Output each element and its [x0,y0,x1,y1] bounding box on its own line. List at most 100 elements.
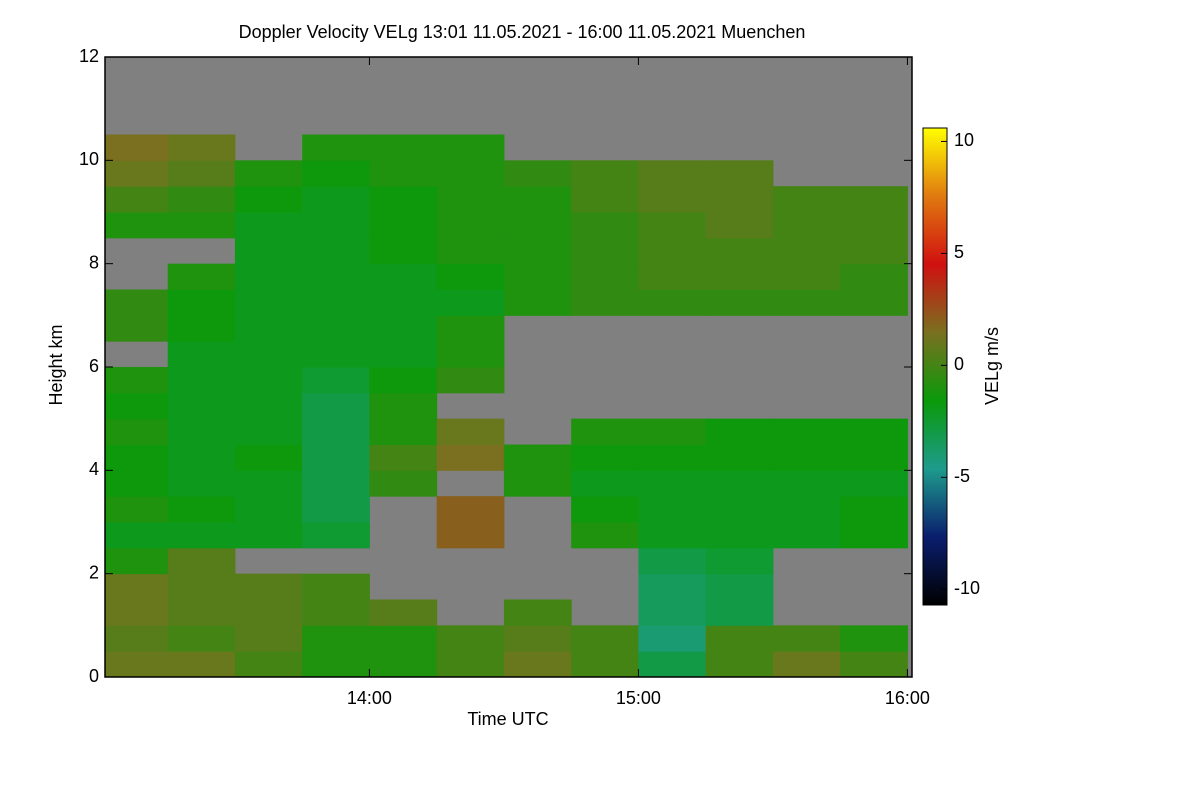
heatmap-cell [302,160,370,187]
heatmap-cell [503,444,572,471]
heatmap-cell [105,573,169,600]
heatmap-cell [840,522,908,549]
heatmap-cell [503,625,572,652]
heatmap-cell [369,599,438,626]
heatmap-cell [167,263,236,290]
heatmap-cell [571,418,639,445]
heatmap-cell [638,289,707,316]
heatmap-cell [840,625,908,652]
heatmap-cell [234,470,303,497]
heatmap-cell [105,315,169,342]
heatmap-cell [638,418,707,445]
heatmap-cell [436,341,505,368]
heatmap-cell [234,212,303,239]
heatmap-cell [772,444,841,471]
heatmap-cell [302,418,370,445]
heatmap-cell [571,186,639,213]
heatmap-cell [369,651,438,677]
heatmap-cell [840,186,908,213]
heatmap-cell [105,186,169,213]
heatmap-cell [840,289,908,316]
heatmap-cell [105,496,169,523]
heatmap-cell [503,237,572,265]
y-tick-label: 0 [89,666,99,686]
heatmap-cell [436,289,505,316]
heatmap-cell [436,522,505,549]
heatmap-cell [369,263,438,290]
heatmap-cell [436,315,505,342]
heatmap-cell [638,651,707,677]
heatmap-cell [234,315,303,342]
heatmap-cell [772,186,841,213]
heatmap-cell [302,522,370,549]
heatmap-cell [638,263,707,290]
heatmap-cell [369,289,438,316]
heatmap-cell [167,212,236,239]
heatmap-cell [369,160,438,187]
heatmap-cell [436,418,505,445]
heatmap-cell [167,444,236,471]
heatmap-cell [167,160,236,187]
heatmap-cell [705,186,774,213]
heatmap-cell [705,470,774,497]
y-tick-label: 6 [89,356,99,376]
heatmap-cell [234,599,303,626]
heatmap-cell [772,651,841,677]
heatmap-cell [302,289,370,316]
heatmap-cell [571,496,639,523]
heatmap-cell [503,651,572,677]
heatmap-cell [772,522,841,549]
heatmap-cell [302,625,370,652]
y-tick-label: 12 [79,46,99,66]
heatmap-cell [503,263,572,290]
heatmap-cell [167,625,236,652]
heatmap-cell [302,263,370,290]
heatmap-cell [234,367,303,394]
heatmap-cell [105,392,169,420]
heatmap-cell [167,186,236,213]
heatmap-cell [302,186,370,213]
heatmap-cell [436,263,505,290]
colorbar [922,127,948,606]
heatmap-cell [638,547,707,575]
heatmap-cell [234,444,303,471]
heatmap-cell [571,522,639,549]
heatmap-cell [638,186,707,213]
heatmap-cell [167,341,236,368]
heatmap-cell [302,599,370,626]
heatmap-cell [302,444,370,471]
heatmap-cell [705,418,774,445]
heatmap-cell [167,496,236,523]
heatmap-cell [105,418,169,445]
heatmap-cell [705,444,774,471]
heatmap-cell [436,160,505,187]
heatmap-cell [234,522,303,549]
heatmap-cell [369,625,438,652]
heatmap-cell [369,470,438,497]
heatmap-cell [840,444,908,471]
heatmap-cell [105,599,169,626]
heatmap-cell [436,444,505,471]
heatmap-cell [105,522,169,549]
colorbar-tick-label: 10 [954,130,974,150]
heatmap-cell [705,496,774,523]
heatmap-cell [167,134,236,161]
heatmap-cell [167,522,236,549]
heatmap-cell [772,289,841,316]
heatmap-cell [840,263,908,290]
colorbar-label: VELg m/s [982,327,1002,405]
heatmap-cell [638,444,707,471]
heatmap-cell [369,315,438,342]
heatmap-cell [369,444,438,471]
heatmap-cell [105,289,169,316]
heatmap-cell [436,186,505,213]
heatmap-cell [705,573,774,600]
heatmap-cell [436,237,505,265]
heatmap-cell [571,470,639,497]
heatmap-cell [369,134,438,161]
heatmap-cell [302,134,370,161]
heatmap-cell [167,470,236,497]
x-tick-label: 15:00 [616,688,661,708]
heatmap-cell [705,212,774,239]
